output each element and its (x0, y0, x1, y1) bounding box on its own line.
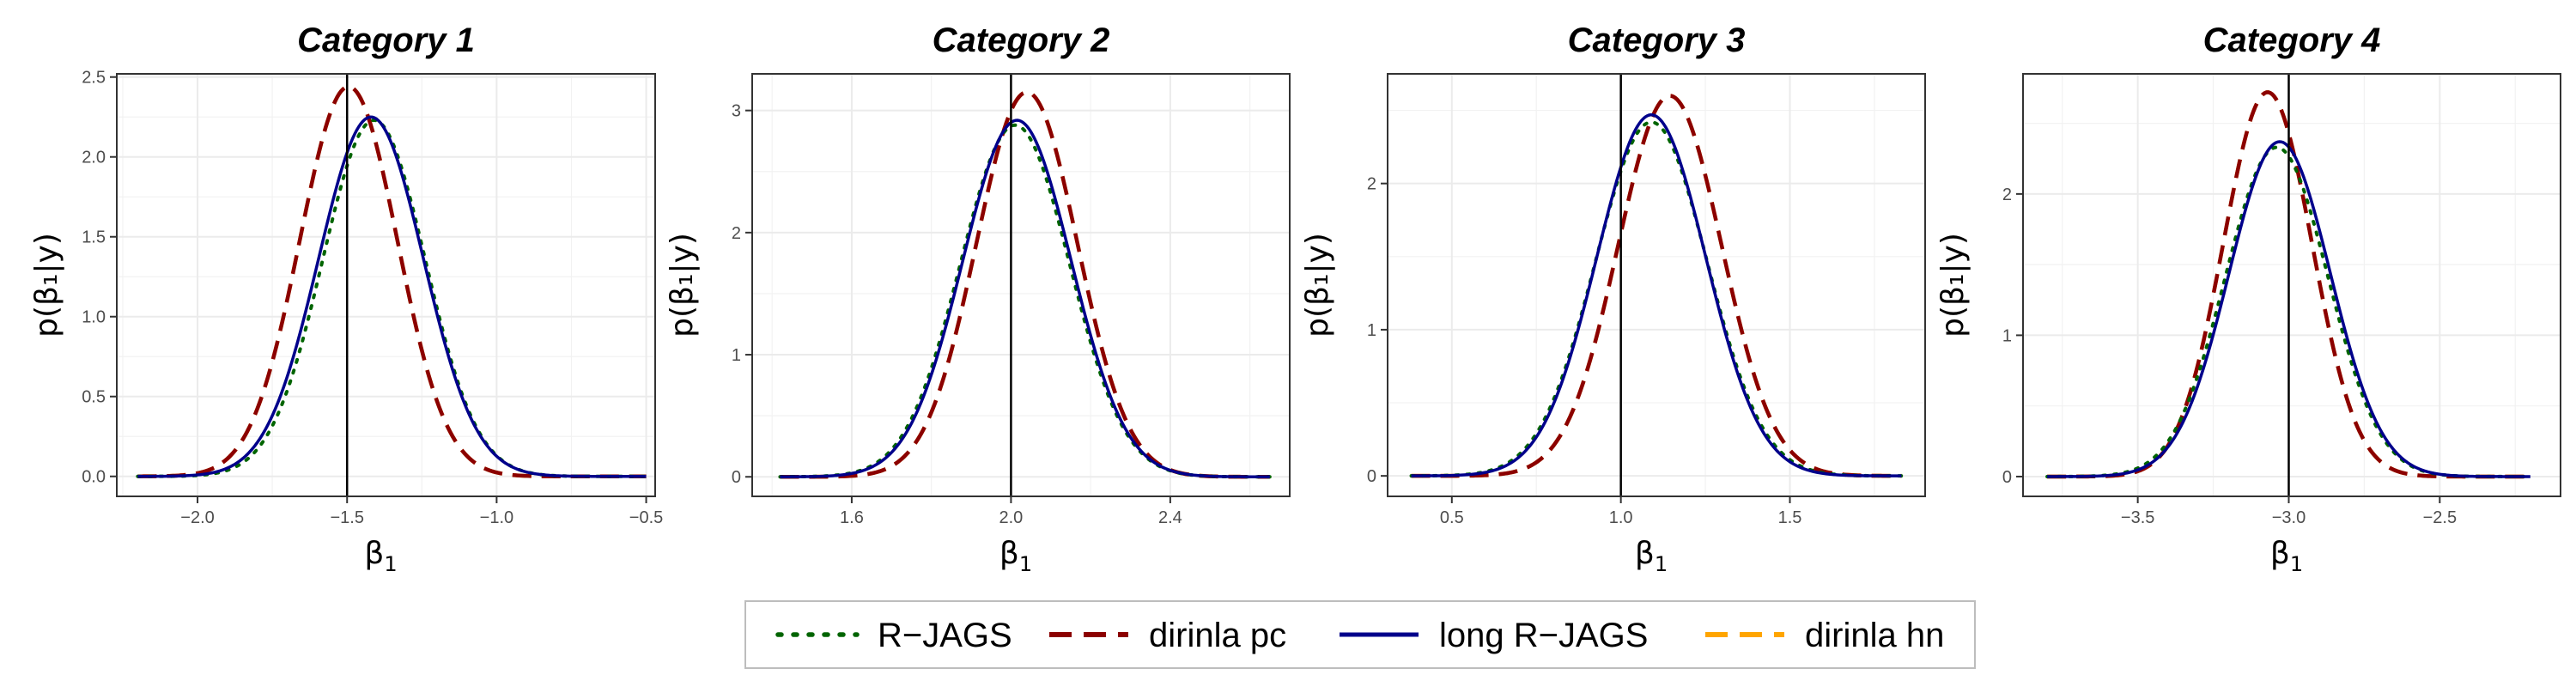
x-tick-label: 1.5 (1778, 508, 1802, 527)
x-tick-label: −0.5 (629, 508, 663, 527)
y-tick-label: 0.0 (82, 468, 106, 487)
y-tick-label: 2 (2002, 185, 2012, 204)
panel-title: Category 3 (1568, 21, 1746, 59)
y-axis-label: p(β₁|y) (665, 233, 700, 337)
y-tick-label: 0 (2002, 468, 2012, 487)
y-tick-label: 3 (732, 102, 741, 121)
panel-1: −2.0 −1.5 −1.0 −0.5 0.0 0.5 1.0 1.5 2.0 2.5 Catego… (29, 21, 663, 576)
y-tick-label: 1.5 (82, 228, 106, 247)
panels: −2.0 −1.5 −1.0 −0.5 0.0 0.5 1.0 1.5 2.0 2.5 Catego… (29, 21, 2561, 576)
x-tick-label: −2.0 (180, 508, 214, 527)
x-axis-label: β1 (364, 536, 397, 576)
panel-3: 0.5 1.0 1.5 0 1 2 Category 3 β1 p(β₁|y) (1300, 21, 1926, 576)
y-tick-label: 0.5 (82, 388, 106, 407)
x-tick-label: 1.0 (1609, 508, 1633, 527)
series-dirinla-pc (137, 84, 647, 478)
y-axis-label: p(β₁|y) (1935, 233, 1971, 337)
panel-4: −3.5 −3.0 −2.5 0 1 2 Category 4 β1 p(β₁|y) (1935, 21, 2561, 576)
y-tick-label: 2.0 (82, 149, 106, 167)
legend-label: dirinla pc (1149, 617, 1286, 654)
y-tick-label: 1 (2002, 326, 2012, 345)
legend-label: dirinla hn (1805, 617, 1944, 654)
x-tick-label: −2.5 (2423, 508, 2457, 527)
y-axis-label: p(β₁|y) (1300, 233, 1335, 337)
y-tick-label: 0 (1367, 467, 1376, 486)
series-long-r-jags (780, 119, 1270, 478)
x-tick-label: 0.5 (1440, 508, 1464, 527)
x-tick-label: 2.0 (999, 508, 1024, 527)
x-axis-label: β1 (1635, 536, 1668, 576)
x-tick-label: 2.4 (1158, 508, 1182, 527)
x-tick-label: 1.6 (840, 508, 864, 527)
plot-area (2023, 74, 2561, 496)
panel-border (1387, 73, 1926, 497)
panel-border (2022, 73, 2561, 497)
y-tick-label: 2 (1367, 175, 1376, 194)
y-tick-label: 1.0 (82, 308, 106, 327)
y-tick-label: 1 (732, 346, 741, 365)
series-long-r-jags (137, 115, 647, 478)
plot-area (752, 74, 1290, 496)
y-tick-label: 0 (732, 468, 741, 487)
plot-area (117, 74, 655, 496)
x-tick-label: −1.0 (480, 508, 513, 527)
y-tick-label: 2 (732, 224, 741, 243)
panel-title: Category 1 (297, 21, 475, 59)
legend-label: long R−JAGS (1439, 617, 1648, 654)
panel-title: Category 4 (2203, 21, 2381, 59)
panel-2: 1.6 2.0 2.4 0 1 2 3 Category 2 β1 p(β₁|y) (665, 21, 1291, 576)
x-axis-label: β1 (2270, 536, 2303, 576)
legend-entries: R−JAGS dirinla pc long R−JAGS dirinla hn (775, 617, 1944, 654)
plot-area (1388, 74, 1925, 496)
x-axis-label: β1 (999, 536, 1032, 576)
legend-entry: dirinla hn (1705, 617, 1944, 654)
x-tick-label: −1.5 (330, 508, 363, 527)
x-tick-label: −3.0 (2272, 508, 2306, 527)
y-tick-label: 2.5 (82, 69, 106, 88)
y-tick-label: 1 (1367, 321, 1376, 340)
y-axis-label: p(β₁|y) (29, 233, 64, 337)
panel-border (751, 73, 1291, 497)
legend-entry: long R−JAGS (1340, 617, 1648, 654)
legend-entry: R−JAGS (775, 617, 1012, 654)
x-tick-label: −3.5 (2121, 508, 2154, 527)
panel-title: Category 2 (933, 21, 1110, 59)
panel-border (116, 73, 656, 497)
series-dirinla-pc (1411, 94, 1902, 478)
legend-label: R−JAGS (878, 617, 1012, 654)
legend: R−JAGS dirinla pc long R−JAGS dirinla hn (744, 600, 1976, 669)
series-long-r-jags (1411, 112, 1902, 477)
legend-entry: dirinla pc (1049, 617, 1286, 654)
